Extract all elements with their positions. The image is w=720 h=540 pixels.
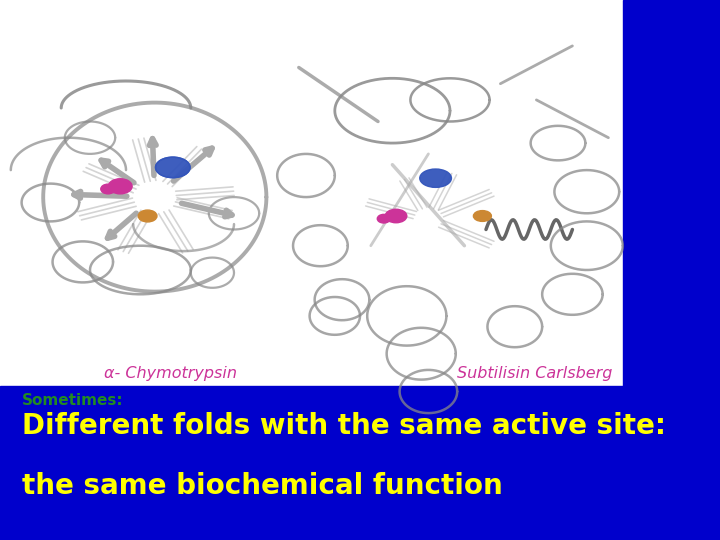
Ellipse shape (156, 157, 190, 178)
Ellipse shape (101, 184, 115, 194)
Text: α- Chymotrypsin: α- Chymotrypsin (104, 366, 238, 381)
Text: the same biochemical function: the same biochemical function (22, 471, 503, 500)
Ellipse shape (474, 211, 491, 221)
Bar (0, 386, 720, 540)
Ellipse shape (108, 179, 132, 194)
Bar (0, 0, 623, 386)
Text: Subtilisin Carlsberg: Subtilisin Carlsberg (457, 366, 613, 381)
Ellipse shape (385, 209, 407, 222)
Text: Sometimes:: Sometimes: (22, 393, 123, 408)
Ellipse shape (377, 214, 390, 223)
Ellipse shape (420, 169, 451, 187)
Ellipse shape (138, 210, 157, 222)
Text: Different folds with the same active site:: Different folds with the same active sit… (22, 412, 665, 440)
Bar (623, 0, 720, 540)
